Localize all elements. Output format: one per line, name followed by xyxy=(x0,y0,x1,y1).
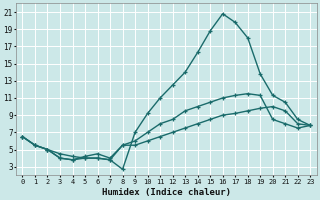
X-axis label: Humidex (Indice chaleur): Humidex (Indice chaleur) xyxy=(102,188,231,197)
